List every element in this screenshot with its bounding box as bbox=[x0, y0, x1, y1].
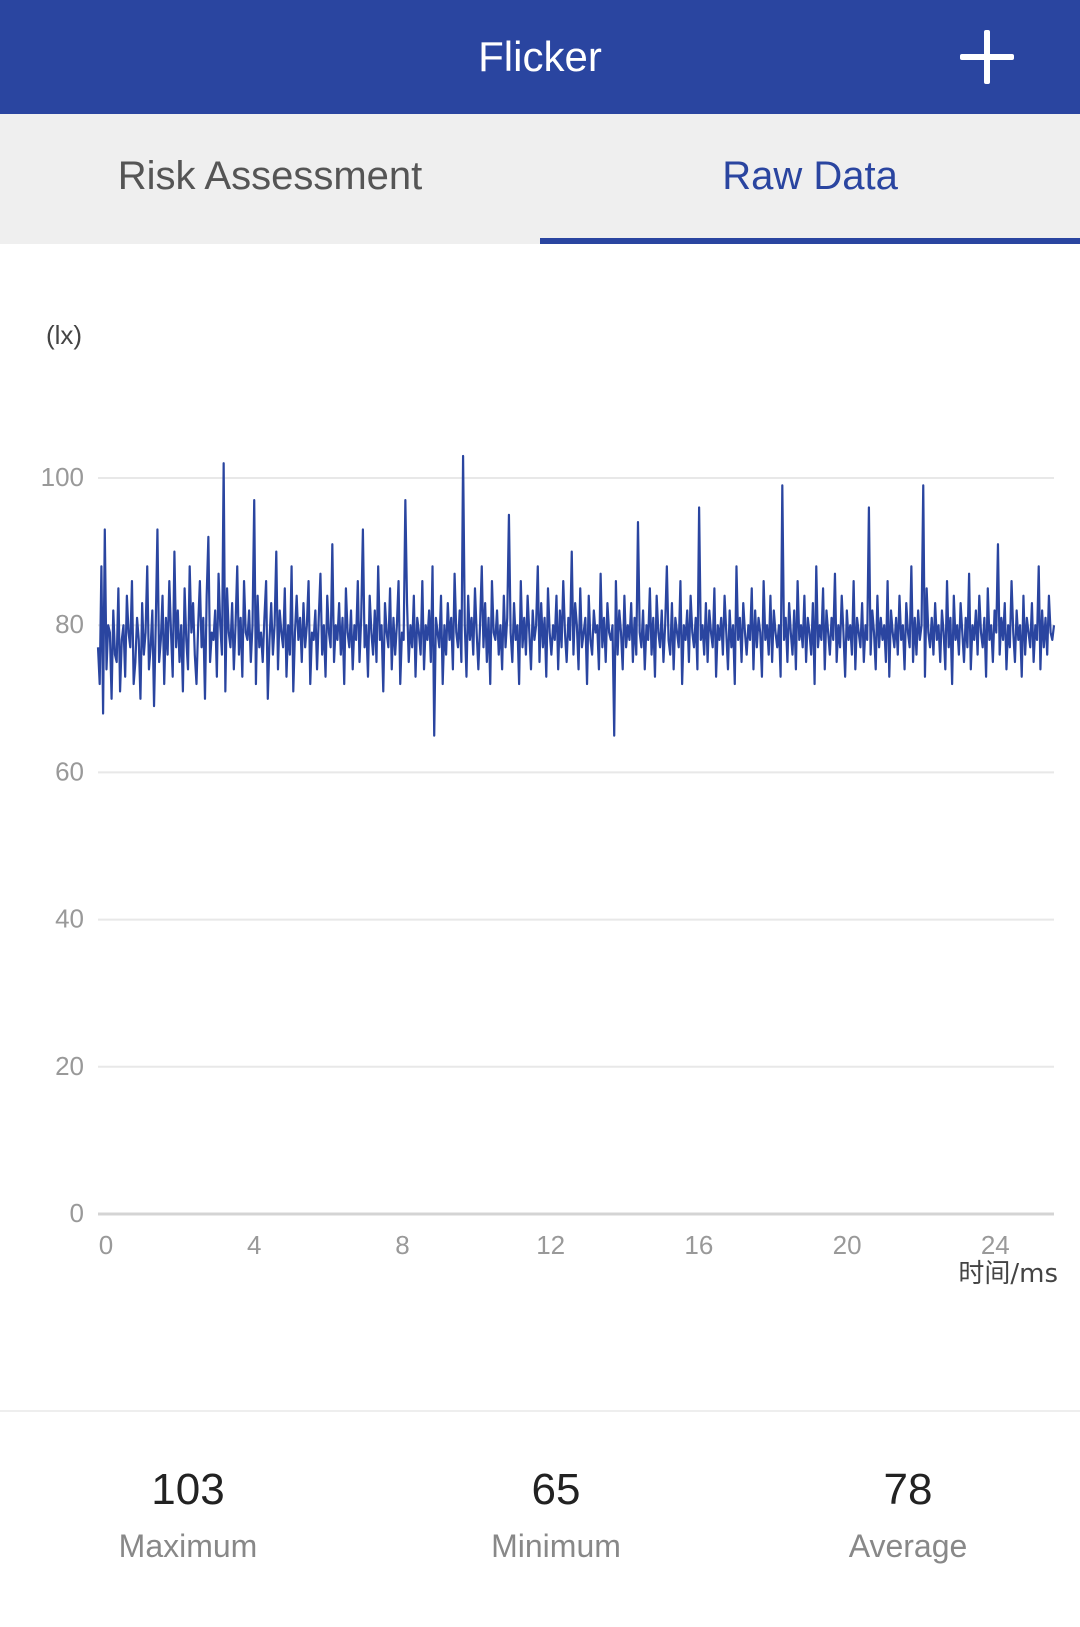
tab-raw-data[interactable]: Raw Data bbox=[540, 114, 1080, 244]
page-title: Flicker bbox=[478, 33, 602, 80]
x-axis-unit-label: 时间/ms bbox=[958, 1259, 1058, 1289]
x-tick-label: 0 bbox=[99, 1230, 113, 1260]
stat-maximum: 103 Maximum bbox=[38, 1460, 338, 1565]
stat-minimum: 65 Minimum bbox=[406, 1460, 706, 1565]
tab-label: Risk Assessment bbox=[117, 154, 423, 198]
tab-label: Raw Data bbox=[722, 154, 898, 198]
stat-label: Minimum bbox=[491, 1528, 621, 1564]
x-tick-label: 20 bbox=[833, 1230, 862, 1260]
y-tick-label: 20 bbox=[55, 1051, 84, 1081]
app-header: Flicker bbox=[0, 0, 1080, 114]
tab-risk-assessment[interactable]: Risk Assessment bbox=[0, 114, 540, 244]
y-tick-label: 40 bbox=[55, 904, 84, 934]
y-tick-label: 80 bbox=[55, 609, 84, 639]
chart-svg: 100 80 60 40 20 00 4 8 12 16 20 24 (lx) 时间/ms bbox=[41, 320, 1058, 1289]
stat-label: Maximum bbox=[118, 1528, 258, 1564]
stat-average: 78 Average bbox=[758, 1460, 1058, 1565]
y-tick-label: 60 bbox=[55, 756, 84, 786]
x-tick-label: 4 bbox=[247, 1230, 261, 1260]
active-tab-indicator bbox=[540, 238, 1080, 244]
stat-value: 78 bbox=[883, 1465, 933, 1514]
y-tick-label: 100 bbox=[41, 462, 84, 492]
plus-icon[interactable] bbox=[960, 30, 1014, 84]
series-line bbox=[96, 454, 1056, 737]
stat-value: 65 bbox=[531, 1465, 581, 1514]
tab-bar: Risk Assessment Raw Data bbox=[0, 114, 1080, 244]
stat-value: 103 bbox=[151, 1465, 225, 1514]
y-axis-unit-label: (lx) bbox=[46, 320, 82, 350]
x-tick-label: 12 bbox=[536, 1230, 565, 1260]
raw-data-chart: 100 80 60 40 20 0 0 4 8 12 16 20 24 (lx) 时间/ms bbox=[0, 244, 1080, 1394]
x-tick-label: 8 bbox=[395, 1230, 409, 1260]
divider bbox=[0, 1410, 1080, 1412]
x-tick-label: 16 bbox=[684, 1230, 713, 1260]
y-tick-label: 0 bbox=[70, 1198, 84, 1228]
stat-label: Average bbox=[848, 1528, 968, 1564]
x-tick-label: 24 bbox=[981, 1230, 1010, 1260]
